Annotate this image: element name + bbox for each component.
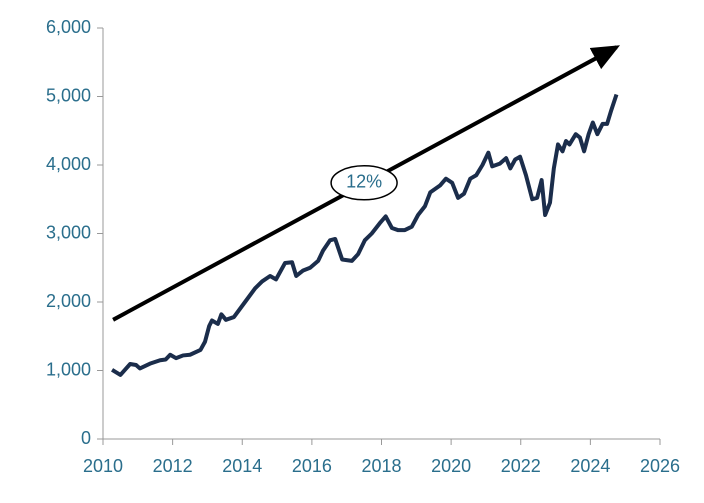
x-tick-label: 2020 bbox=[431, 456, 471, 476]
y-tick-label: 4,000 bbox=[46, 154, 91, 174]
y-tick-label: 2,000 bbox=[46, 291, 91, 311]
x-tick-label: 2010 bbox=[83, 456, 123, 476]
trend-label: 12% bbox=[346, 172, 382, 192]
x-tick-label: 2018 bbox=[361, 456, 401, 476]
x-tick-label: 2016 bbox=[292, 456, 332, 476]
x-tick-label: 2012 bbox=[153, 456, 193, 476]
x-tick-label: 2014 bbox=[222, 456, 262, 476]
x-tick-label: 2022 bbox=[501, 456, 541, 476]
line bbox=[111, 93, 619, 377]
x-tick-label: 2024 bbox=[570, 456, 610, 476]
y-tick-label: 0 bbox=[81, 428, 91, 448]
y-tick-label: 6,000 bbox=[46, 17, 91, 37]
y-tick-label: 5,000 bbox=[46, 85, 91, 105]
trend-label-box bbox=[330, 165, 398, 201]
y-tick-label: 1,000 bbox=[46, 359, 91, 379]
x-tick-label: 2026 bbox=[640, 456, 680, 476]
y-tick-label: 3,000 bbox=[46, 222, 91, 242]
